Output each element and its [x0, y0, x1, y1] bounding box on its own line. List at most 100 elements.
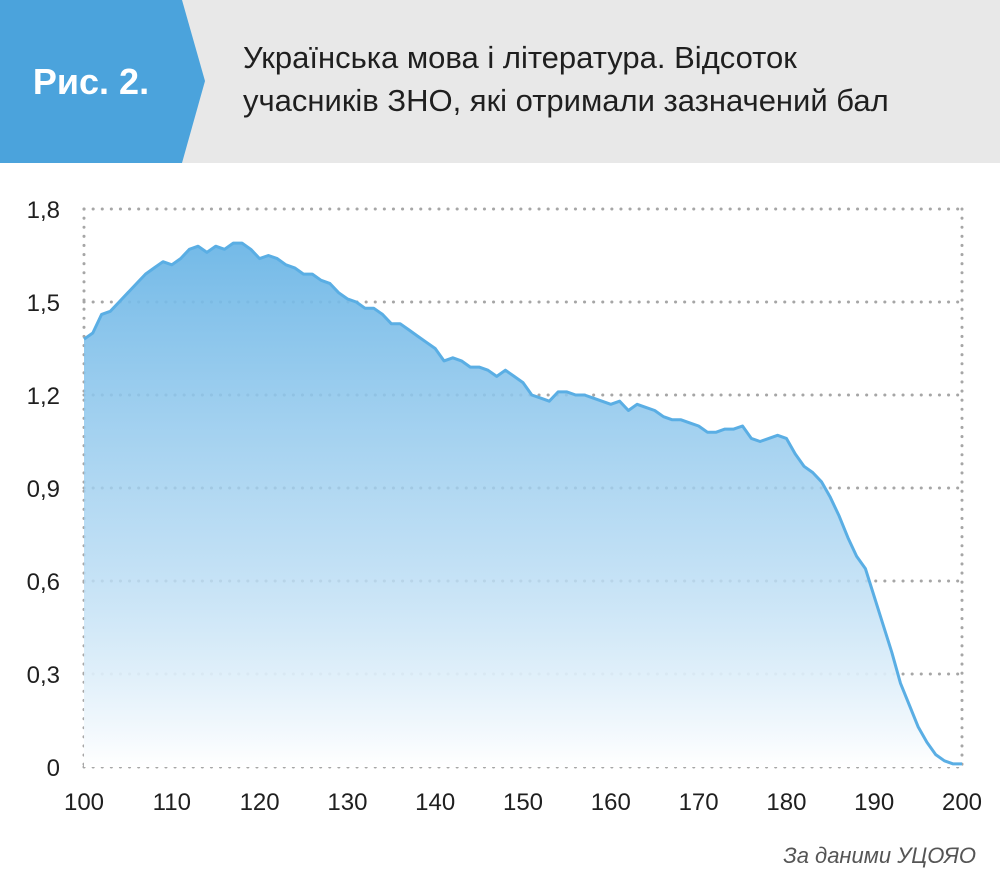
- data-point-170: [698, 425, 700, 427]
- x-tick-label: 130: [327, 789, 367, 816]
- y-tick-label: 0,6: [27, 569, 60, 596]
- data-point-137: [408, 329, 410, 331]
- data-point-151: [531, 394, 533, 396]
- data-point-111: [180, 258, 182, 260]
- data-point-193: [900, 682, 902, 684]
- data-point-100: [83, 338, 85, 340]
- data-point-116: [223, 248, 225, 250]
- data-point-103: [109, 310, 111, 312]
- data-point-177: [759, 441, 761, 443]
- data-point-178: [768, 437, 770, 439]
- data-point-150: [522, 382, 524, 384]
- data-point-148: [504, 369, 506, 371]
- data-point-102: [101, 313, 103, 315]
- data-point-101: [92, 332, 94, 334]
- x-tick-label: 190: [854, 789, 894, 816]
- data-point-145: [478, 366, 480, 368]
- data-point-163: [636, 403, 638, 405]
- data-point-156: [575, 394, 577, 396]
- data-point-194: [908, 704, 910, 706]
- data-point-190: [873, 596, 875, 598]
- data-point-110: [171, 264, 173, 266]
- data-point-133: [373, 307, 375, 309]
- data-point-168: [680, 419, 682, 421]
- data-point-105: [127, 292, 129, 294]
- data-point-142: [452, 357, 454, 359]
- x-tick-label: 110: [153, 789, 191, 816]
- data-point-144: [469, 366, 471, 368]
- chart-title: Українська мова і література. Відсоток у…: [243, 36, 983, 122]
- data-point-171: [706, 431, 708, 433]
- data-point-166: [662, 416, 664, 418]
- data-point-138: [417, 335, 419, 337]
- y-tick-label: 1,8: [27, 197, 60, 224]
- x-tick-label: 200: [942, 789, 982, 816]
- data-point-196: [926, 741, 928, 743]
- x-tick-label: 100: [64, 789, 104, 816]
- data-point-199: [952, 763, 954, 765]
- data-point-159: [601, 400, 603, 402]
- data-point-188: [856, 555, 858, 557]
- data-point-185: [829, 496, 831, 498]
- chart-title-line-2: учасників ЗНО, які отримали зазначений б…: [243, 83, 889, 118]
- data-point-129: [338, 292, 340, 294]
- data-point-125: [303, 273, 305, 275]
- data-point-147: [496, 375, 498, 377]
- data-point-121: [267, 255, 269, 257]
- y-tick-label: 0: [47, 755, 60, 782]
- data-point-136: [399, 323, 401, 325]
- data-point-164: [645, 406, 647, 408]
- data-point-187: [847, 537, 849, 539]
- data-point-113: [197, 245, 199, 247]
- x-tick-label: 150: [503, 789, 543, 816]
- data-point-152: [540, 397, 542, 399]
- y-tick-label: 1,2: [27, 383, 60, 410]
- header-bar: Рис. 2. Українська мова і література. Ві…: [0, 0, 1000, 163]
- series-line: [83, 241, 962, 766]
- data-point-115: [215, 245, 217, 247]
- data-point-132: [364, 307, 366, 309]
- data-point-192: [891, 651, 893, 653]
- data-point-176: [750, 437, 752, 439]
- data-point-155: [566, 391, 568, 393]
- data-point-167: [671, 419, 673, 421]
- data-point-108: [153, 267, 155, 269]
- data-point-106: [136, 282, 138, 284]
- chart-title-line-1: Українська мова і література. Відсоток: [243, 40, 797, 75]
- data-point-130: [346, 298, 348, 300]
- data-point-128: [329, 282, 331, 284]
- data-point-195: [917, 726, 919, 728]
- data-point-189: [864, 568, 866, 570]
- data-point-124: [294, 267, 296, 269]
- data-point-173: [724, 428, 726, 430]
- data-point-119: [250, 248, 252, 250]
- data-point-175: [742, 425, 744, 427]
- data-point-182: [803, 465, 805, 467]
- source-note: За даними УЦОЯО: [783, 843, 976, 868]
- data-point-184: [821, 481, 823, 483]
- data-point-149: [513, 375, 515, 377]
- x-axis-labels: 100 110 120 130 140 150 160 170 180 190 200: [64, 789, 982, 816]
- x-tick-label: 120: [240, 789, 280, 816]
- data-point-120: [259, 258, 261, 260]
- data-point-172: [715, 431, 717, 433]
- x-tick-label: 140: [415, 789, 455, 816]
- data-point-183: [812, 472, 814, 474]
- area-series: [83, 241, 962, 768]
- data-point-198: [943, 760, 945, 762]
- data-point-162: [627, 410, 629, 412]
- data-point-109: [162, 261, 164, 263]
- data-point-181: [794, 453, 796, 455]
- data-point-179: [777, 434, 779, 436]
- figure-tag: [0, 0, 205, 163]
- data-point-107: [144, 273, 146, 275]
- area-chart: 0 0,3 0,6 0,9 1,2 1,5 1,8 100 110 120 130 140 150 16…: [27, 197, 982, 816]
- y-tick-label: 1,5: [27, 290, 60, 317]
- data-point-139: [425, 341, 427, 343]
- data-point-158: [592, 397, 594, 399]
- data-point-153: [548, 400, 550, 402]
- data-point-134: [382, 313, 384, 315]
- data-point-126: [311, 273, 313, 275]
- data-point-140: [434, 348, 436, 350]
- data-point-118: [241, 242, 243, 244]
